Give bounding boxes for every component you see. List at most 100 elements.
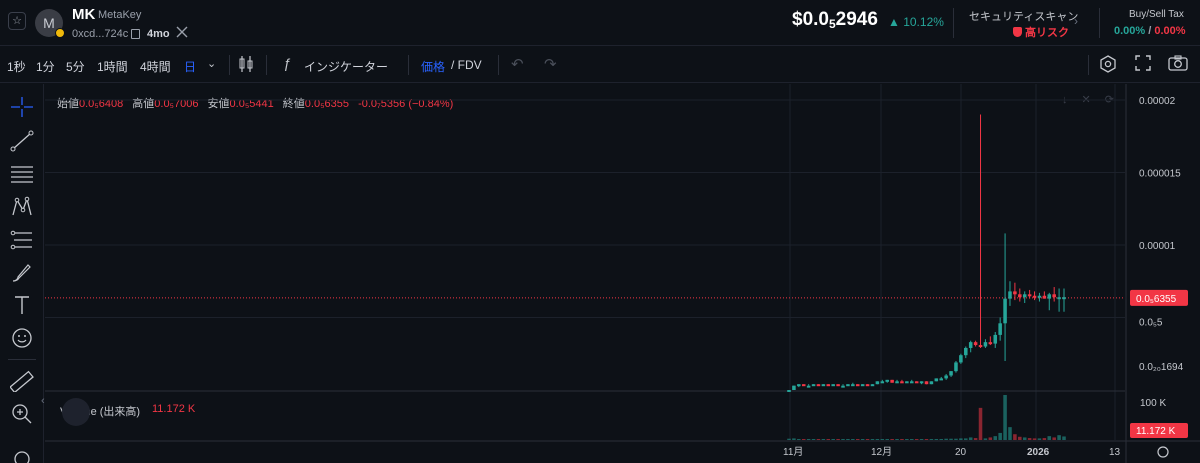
settings-icon[interactable] [1099, 55, 1117, 77]
text-tool-icon[interactable] [10, 294, 34, 316]
volume-bar [1022, 437, 1027, 440]
drawing-toolbar [0, 84, 44, 463]
volume-bar [890, 439, 894, 440]
low-value: 0.0₅5441 [229, 98, 274, 110]
volume-bar [1027, 438, 1032, 440]
copy-icon[interactable] [131, 29, 140, 39]
volume-bar [797, 439, 801, 440]
volume-bar [855, 439, 860, 440]
candle-body [816, 384, 821, 387]
candle-body [988, 342, 993, 345]
brush-icon[interactable] [10, 262, 34, 284]
logo-icon [62, 398, 90, 426]
divider [498, 55, 499, 75]
pattern-icon[interactable] [10, 196, 34, 218]
divider [1088, 55, 1089, 75]
fdv-toggle[interactable]: / FDV [451, 58, 482, 72]
candle-body [1057, 297, 1061, 300]
volume-bar [811, 439, 816, 440]
axis-settings-icon [1157, 446, 1169, 458]
volume-bar [1052, 437, 1056, 440]
trend-line-icon[interactable] [10, 130, 34, 152]
last-price-label: 0.0₅6355 [1136, 294, 1177, 305]
volume-bar [1008, 427, 1012, 440]
candle-body [1032, 295, 1037, 298]
candle-body [880, 381, 885, 384]
candle-body [826, 384, 831, 387]
token-avatar: M [35, 9, 63, 37]
camera-icon[interactable] [1168, 55, 1188, 75]
ruler-icon[interactable] [9, 370, 34, 394]
price-toggle[interactable]: 価格 [421, 60, 446, 74]
volume-bar [1018, 436, 1022, 440]
token-header: ☆ M MK MetaKey 0xcd...724c 4mo $0.052946… [0, 0, 1200, 46]
volume-bar [998, 432, 1002, 440]
emoji-icon[interactable] [10, 327, 34, 349]
candle-body [993, 334, 998, 344]
candle-body [1047, 294, 1052, 299]
zoom-in-icon[interactable] [10, 403, 34, 425]
candle-body [895, 381, 899, 384]
candle-body [910, 381, 914, 384]
volume-bar [821, 439, 826, 440]
candle-body [934, 378, 939, 382]
candle-body [1052, 294, 1056, 298]
indicators-button[interactable]: インジケーター [304, 60, 389, 74]
volume-bar [905, 439, 909, 440]
magnet-icon[interactable] [10, 448, 34, 463]
volume-bar [801, 439, 806, 440]
volume-bar [934, 439, 939, 440]
token-price: $0.052946 [792, 9, 878, 31]
x-tick-label: 13 [1109, 447, 1121, 458]
x-tick-label: 20 [955, 447, 967, 458]
volume-bar [851, 439, 855, 440]
divider [229, 55, 230, 75]
candlestick-type-icon[interactable] [238, 55, 254, 77]
y-tick-label: 0.00001 [1139, 241, 1176, 252]
volume-bar [914, 439, 919, 440]
volume-bar [910, 439, 914, 440]
candle-body [1003, 298, 1007, 324]
star-icon[interactable]: ☆ [8, 12, 26, 30]
chevron-right-icon[interactable]: › [1074, 14, 1078, 28]
timeframe-4h[interactable]: 4時間 [140, 60, 171, 74]
chevron-down-icon[interactable]: ⌄ [207, 58, 217, 70]
timeframe-1m[interactable]: 1分 [36, 60, 55, 74]
divider [1099, 8, 1100, 38]
timeframe-5m[interactable]: 5分 [66, 60, 85, 74]
fib-retracement-icon[interactable] [10, 229, 34, 251]
x-tick-label: 11月 [783, 446, 803, 458]
volume-bar [1037, 438, 1042, 440]
redo-icon[interactable]: ↷ [544, 56, 557, 73]
token-age: 4mo [147, 28, 170, 40]
timeframe-1s[interactable]: 1秒 [7, 60, 26, 74]
price-chart[interactable]: 0.00002 0.000015 0.00001 0.0₅5 0.0₂₀1694 11月 1… [45, 84, 1200, 463]
function-icon[interactable]: ƒ [283, 55, 291, 71]
horizontal-lines-icon[interactable] [10, 163, 34, 185]
x-social-icon[interactable] [176, 26, 188, 41]
volume-bar [816, 439, 821, 440]
x-tick-label: 2026 [1027, 447, 1050, 458]
fullscreen-icon[interactable] [1135, 55, 1151, 75]
candle-body [841, 385, 845, 388]
chain-badge-icon [55, 28, 65, 38]
volume-bar [870, 439, 875, 440]
candle-body [944, 375, 948, 379]
tax-values: 0.00% / 0.00% [1114, 25, 1186, 37]
candle-body [865, 384, 870, 387]
collapse-arrow-icon[interactable]: ‹ [41, 395, 45, 407]
candle-body [978, 345, 983, 348]
security-scan-label[interactable]: セキュリティスキャン [969, 11, 1079, 23]
candle-body [939, 378, 943, 381]
timeframe-1h[interactable]: 1時間 [97, 60, 128, 74]
change-value: -0.0₇5356 (−0.84%) [358, 98, 454, 110]
volume-bar [959, 438, 963, 440]
candle-body [806, 385, 811, 388]
volume-bar [988, 437, 993, 440]
undo-icon[interactable]: ↶ [511, 56, 524, 73]
volume-bar [993, 436, 998, 440]
crosshair-icon[interactable] [10, 96, 34, 118]
divider [8, 359, 36, 360]
candle-body [792, 385, 796, 390]
timeframe-1d[interactable]: 日 [184, 60, 197, 74]
